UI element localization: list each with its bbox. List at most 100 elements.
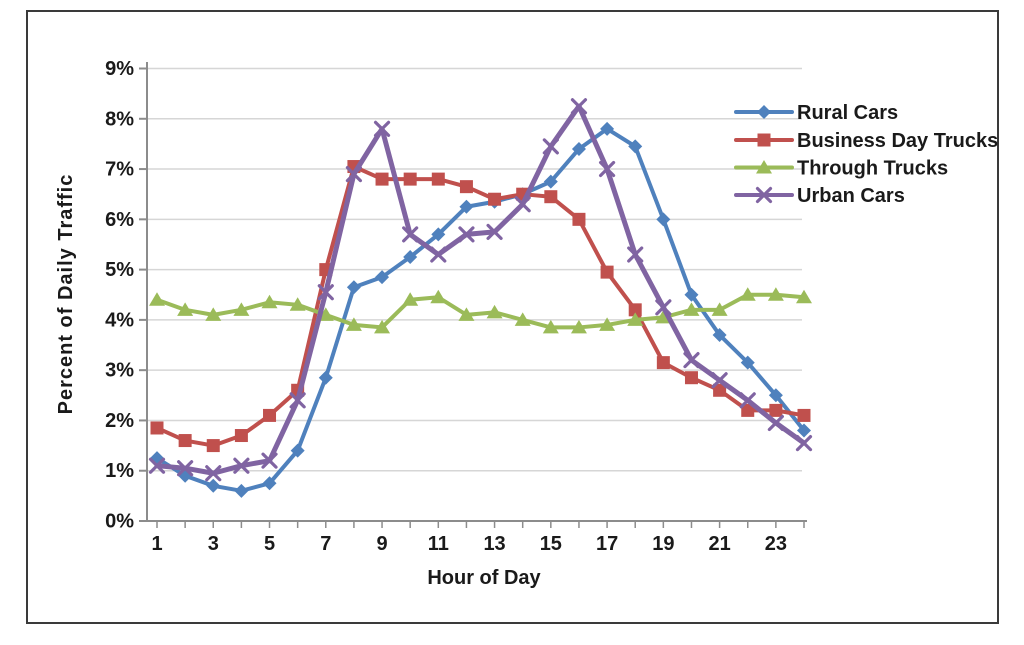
series-through-trucks-marker: [205, 307, 222, 321]
series-business-day-trucks-marker: [263, 408, 277, 422]
series-business-day-trucks-marker: [769, 403, 783, 417]
series-urban-cars-marker: [430, 246, 447, 263]
series-rural-cars-marker: [684, 287, 699, 302]
series-through-trucks-marker: [233, 302, 250, 316]
series-business-day-trucks-marker: [178, 434, 192, 448]
series-rural-cars-marker: [768, 388, 783, 403]
y-tick-label: 2%: [105, 410, 134, 432]
series-urban-cars-marker: [739, 392, 756, 409]
legend-marker-triangle: [756, 160, 772, 174]
series-business-day-trucks-marker: [431, 172, 445, 186]
series-rural-cars-marker: [712, 327, 727, 342]
series-rural-cars-marker: [571, 141, 586, 156]
series-through-trucks-marker: [627, 312, 644, 326]
x-tick-label: 15: [540, 533, 562, 555]
series-through-trucks-marker: [289, 297, 306, 311]
legend-item-rural-cars: Rural Cars: [734, 102, 898, 124]
series-urban-cars-marker: [486, 223, 503, 241]
series-urban-cars-marker: [598, 160, 616, 178]
series-through-trucks: [149, 287, 812, 334]
series-rural-cars-marker: [543, 174, 558, 189]
series-business-day-trucks-marker: [544, 190, 558, 204]
series-rural-cars-marker: [290, 443, 305, 458]
series-business-day-trucks-marker: [600, 265, 614, 279]
series-urban-cars-marker: [317, 284, 334, 301]
series-lines: [148, 98, 813, 498]
series-rural-cars-marker: [459, 199, 474, 214]
x-tick-label: 1: [151, 533, 162, 555]
series-urban-cars-marker: [233, 457, 250, 474]
y-tick-label: 0%: [105, 511, 134, 533]
series-rural-cars-marker: [656, 212, 671, 227]
y-tick-label: 1%: [105, 460, 134, 482]
series-business-day-trucks-marker: [713, 383, 727, 397]
series-through-trucks-marker: [767, 287, 784, 301]
series-urban-cars-marker: [767, 414, 784, 432]
series-business-day-trucks: [150, 160, 811, 453]
series-business-day-trucks-marker: [628, 303, 642, 317]
series-business-day-trucks-marker: [488, 192, 502, 206]
y-tick-label: 9%: [105, 58, 134, 80]
series-urban-cars-marker: [683, 352, 700, 369]
series-urban-cars-marker: [458, 226, 475, 243]
series-rural-cars-marker: [403, 250, 418, 265]
series-urban-cars-marker: [177, 460, 194, 477]
x-tick-label: 21: [708, 533, 730, 555]
series-through-trucks-marker: [570, 319, 587, 334]
x-tick-label: 5: [264, 533, 275, 555]
series-business-day-trucks-marker: [150, 421, 164, 435]
series-rural-cars-marker: [628, 139, 643, 154]
series-business-day-trucks-marker: [741, 403, 755, 417]
series-business-day-trucks-marker: [206, 439, 220, 453]
series-rural-cars-marker: [797, 423, 811, 438]
series-through-trucks-marker: [739, 287, 756, 301]
series-business-day-trucks-marker: [572, 212, 586, 226]
y-tick-label: 6%: [105, 209, 134, 231]
series-through-trucks-marker: [402, 292, 419, 306]
x-tick-label: 7: [320, 533, 331, 555]
series-through-trucks-marker: [711, 302, 728, 316]
series-through-trucks-marker: [177, 302, 194, 316]
series-urban-cars-marker: [261, 452, 278, 469]
series-urban-cars-marker: [655, 299, 672, 316]
legend-label: Business Day Trucks: [797, 130, 998, 152]
x-tick-label: 9: [376, 533, 387, 555]
y-tick-label: 7%: [105, 159, 134, 181]
series-through-trucks-marker: [374, 319, 391, 334]
series-rural-cars-marker: [206, 478, 221, 493]
x-tick-label: 3: [208, 533, 219, 555]
series-business-day-trucks-marker: [656, 356, 670, 370]
series-through-trucks-marker: [261, 294, 278, 309]
legend-label: Urban Cars: [797, 185, 905, 207]
series-rural-cars-marker: [600, 121, 615, 136]
gridlines: [147, 67, 802, 472]
series-through-trucks-marker: [796, 289, 812, 304]
series-urban-cars-marker: [345, 165, 363, 183]
series-business-day-trucks-marker: [234, 429, 248, 443]
series-business-day-trucks-marker: [459, 180, 473, 194]
x-tick-label: 13: [483, 533, 505, 555]
series-business-day-trucks-marker: [403, 172, 417, 186]
series-rural-cars-marker: [740, 355, 755, 370]
series-through-trucks-marker: [149, 292, 165, 306]
legend-marker-diamond: [757, 105, 771, 119]
legend-label: Rural Cars: [797, 102, 898, 124]
series-through-trucks-marker: [599, 317, 616, 331]
series-business-day-trucks-marker: [684, 371, 698, 385]
legend-label: Through Trucks: [797, 158, 948, 180]
series-rural-cars-marker: [234, 483, 249, 498]
series-urban-cars-marker: [514, 196, 531, 213]
series-through-trucks-marker: [486, 304, 503, 319]
series-urban-cars-marker: [542, 138, 559, 155]
legend: Rural Cars Business Day Trucks Through Tru…: [734, 102, 998, 207]
series-rural-cars-marker: [346, 280, 361, 295]
series-urban-cars-marker: [570, 98, 588, 115]
x-tick-label: 23: [765, 533, 787, 555]
series-through-trucks-marker: [345, 317, 362, 331]
series-rural-cars-marker: [318, 370, 333, 385]
series-urban-cars-marker: [289, 392, 306, 409]
series-through-trucks-marker: [514, 312, 531, 326]
y-tick-label: 3%: [105, 360, 134, 382]
series-through-trucks-marker: [542, 319, 559, 334]
